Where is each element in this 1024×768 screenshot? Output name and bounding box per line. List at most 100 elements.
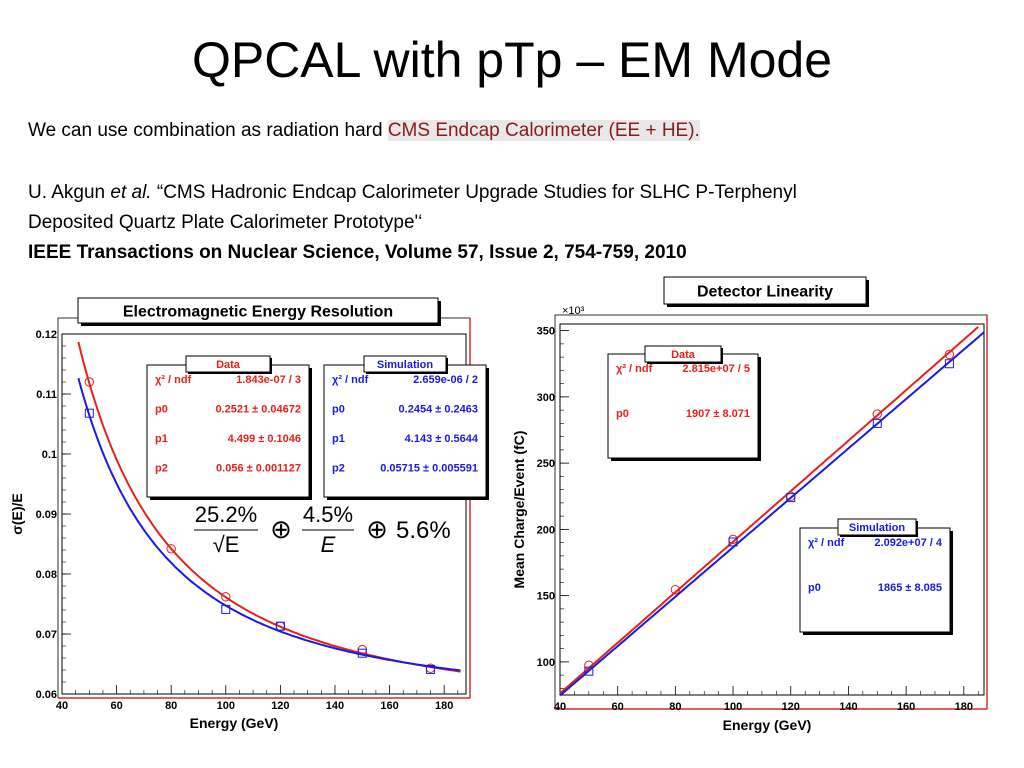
y-tick-label: 0.1 bbox=[42, 449, 57, 461]
reference-author: U. Akgun bbox=[28, 182, 111, 203]
plot-area bbox=[559, 323, 985, 696]
stats-param-value: 1.843e-07 / 3 bbox=[236, 374, 301, 386]
stats-param-value: 4.143 ± 0.5644 bbox=[405, 433, 479, 445]
formula-den-a: √E bbox=[213, 532, 240, 557]
y-tick-label: 200 bbox=[537, 524, 555, 536]
stats-header-box bbox=[837, 518, 917, 536]
x-tick-label: 80 bbox=[669, 701, 681, 713]
fit-line-simulation bbox=[77, 377, 461, 672]
stats-frame bbox=[799, 527, 951, 633]
stats-param-value: 2.092e+07 / 4 bbox=[874, 537, 942, 549]
data-point bbox=[84, 377, 94, 387]
x-tick-label: 140 bbox=[839, 701, 857, 713]
reference-title-1: “CMS Hadronic Endcap Calorimeter Upgrade… bbox=[151, 182, 797, 203]
y-tick-label: 0.11 bbox=[36, 389, 57, 401]
x-tick-label: 160 bbox=[897, 701, 915, 713]
reference-line-2: Deposited Quartz Plate Calorimeter Proto… bbox=[28, 212, 423, 233]
stats-param-label: p0 bbox=[808, 582, 821, 594]
axis-multiplier: ×10³ bbox=[562, 305, 585, 317]
simulation-point bbox=[728, 537, 738, 547]
x-tick-label: 60 bbox=[612, 701, 624, 713]
chart-2: 40 60 80 100 120 140 160 180 100 150 200 250 300 350 E… bbox=[511, 276, 988, 733]
stats-param-label: χ² / ndf bbox=[616, 363, 653, 375]
simulation-point bbox=[275, 621, 285, 631]
stats-param-value: 4.499 ± 0.1046 bbox=[228, 433, 301, 445]
chart-title: Electromagnetic Energy Resolution bbox=[123, 304, 393, 321]
stats-header-label: Data bbox=[671, 349, 696, 361]
chart-title: Detector Linearity bbox=[697, 284, 833, 301]
y-tick-label: 0.06 bbox=[36, 689, 57, 701]
y-axis-label: σ(E)/E bbox=[9, 493, 25, 534]
y-tick-label: 0.08 bbox=[36, 569, 57, 581]
formula-term-b: 4.5% bbox=[303, 502, 353, 527]
y-tick-label: 250 bbox=[537, 458, 555, 470]
stats-param-label: χ² / ndf bbox=[155, 374, 192, 386]
stats-param-label: p2 bbox=[155, 463, 168, 475]
formula-den-b: E bbox=[321, 532, 336, 557]
stats-param-value: 2.815e+07 / 5 bbox=[682, 363, 750, 375]
stats-param-value: 0.056 ± 0.001127 bbox=[216, 463, 301, 475]
stats-frame bbox=[146, 364, 310, 498]
simulation-point bbox=[584, 666, 594, 676]
x-axis-label: Energy (GeV) bbox=[723, 717, 812, 733]
data-point bbox=[584, 660, 594, 670]
stats-header-label: Simulation bbox=[377, 359, 434, 371]
chart-1: 40 60 80 100 120 140 160 180 0.06 0.07 0.08 0.09 0.1… bbox=[9, 297, 489, 731]
x-tick-label: 40 bbox=[56, 700, 68, 712]
reference-line-1: U. Akgun et al. “CMS Hadronic Endcap Cal… bbox=[28, 181, 797, 205]
formula-term-c: 5.6% bbox=[396, 517, 451, 544]
data-point bbox=[166, 544, 176, 554]
data-point bbox=[221, 592, 231, 602]
stats-frame bbox=[323, 364, 487, 498]
x-tick-label: 100 bbox=[724, 701, 742, 713]
stats-param-value: 2.659e-06 / 2 bbox=[413, 374, 478, 386]
slide-title: QPCAL with pTp – EM Mode bbox=[191, 32, 833, 88]
stats-box-data: Data χ² / ndf 2.815e+07 / 5 p0 1907 ± 8.071 bbox=[607, 345, 761, 461]
intro-text: We can use combination as radiation hard bbox=[28, 120, 388, 141]
simulation-point bbox=[84, 408, 94, 418]
x-tick-label: 120 bbox=[782, 701, 800, 713]
stats-box-simulation: Simulation χ² / ndf 2.092e+07 / 4 p0 1865 ± … bbox=[799, 518, 953, 635]
journal-citation: IEEE Transactions on Nuclear Science, Vo… bbox=[28, 242, 687, 263]
stats-header-label: Data bbox=[216, 359, 241, 371]
stats-param-label: p0 bbox=[332, 404, 345, 416]
stats-param-value: 1907 ± 8.071 bbox=[686, 408, 750, 420]
title-box bbox=[77, 297, 439, 324]
stats-frame bbox=[607, 353, 759, 459]
formula-term-a: 25.2% bbox=[195, 502, 257, 527]
reference-etal: et al. bbox=[110, 182, 152, 203]
stats-header-box bbox=[644, 345, 722, 363]
stats-param-label: χ² / ndf bbox=[808, 537, 845, 549]
stats-param-value: 0.05715 ± 0.005591 bbox=[380, 463, 478, 475]
simulation-point bbox=[872, 418, 882, 428]
simulation-point bbox=[357, 648, 367, 658]
stats-param-label: p1 bbox=[332, 433, 345, 445]
x-tick-label: 60 bbox=[110, 700, 122, 712]
simulation-point bbox=[944, 359, 954, 369]
y-tick-label: 0.07 bbox=[36, 629, 57, 641]
data-point bbox=[944, 349, 955, 360]
x-tick-label: 80 bbox=[165, 700, 177, 712]
stats-param-label: p1 bbox=[155, 433, 168, 445]
stats-param-value: 1865 ± 8.085 bbox=[878, 582, 942, 594]
title-box bbox=[663, 276, 867, 305]
stats-header-label: Simulation bbox=[849, 522, 906, 534]
x-tick-label: 120 bbox=[271, 700, 289, 712]
x-axis-label: Energy (GeV) bbox=[190, 715, 279, 731]
y-tick-label: 0.12 bbox=[36, 329, 57, 341]
stats-param-label: p0 bbox=[155, 404, 168, 416]
fit-line-simulation bbox=[559, 331, 985, 697]
y-tick-label: 100 bbox=[537, 657, 555, 669]
y-tick-label: 350 bbox=[537, 326, 555, 338]
simulation-point bbox=[426, 664, 436, 674]
y-axis-label: Mean Charge/Event (fC) bbox=[511, 431, 527, 589]
stats-param-label: p0 bbox=[616, 408, 629, 420]
data-point bbox=[670, 584, 681, 595]
y-tick-label: 0.09 bbox=[36, 509, 57, 521]
y-tick-label: 300 bbox=[537, 392, 555, 404]
fit-line-data bbox=[559, 326, 979, 695]
stats-param-value: 0.2454 ± 0.2463 bbox=[399, 404, 478, 416]
resolution-formula: 25.2% √E ⊕ 4.5% E ⊕ 5.6% bbox=[194, 502, 451, 557]
y-tick-label: 150 bbox=[537, 591, 555, 603]
